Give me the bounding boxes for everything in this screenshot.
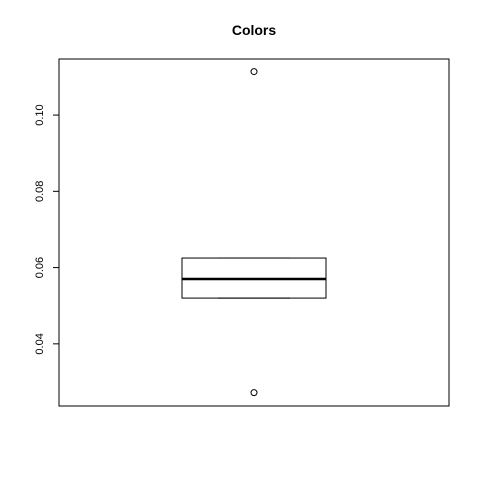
plot-frame xyxy=(58,58,450,407)
outlier-point xyxy=(250,389,258,397)
chart-title: Colors xyxy=(232,22,277,38)
y-axis: 0.04 0.06 0.08 0.10 xyxy=(34,104,60,355)
box-group xyxy=(181,257,327,299)
y-tick-label: 0.04 xyxy=(34,333,46,354)
y-tick-label: 0.10 xyxy=(34,104,46,125)
y-tick-label: 0.06 xyxy=(34,257,46,278)
outliers xyxy=(250,68,258,397)
outlier-point xyxy=(250,68,258,76)
y-tick-label: 0.08 xyxy=(34,181,46,202)
